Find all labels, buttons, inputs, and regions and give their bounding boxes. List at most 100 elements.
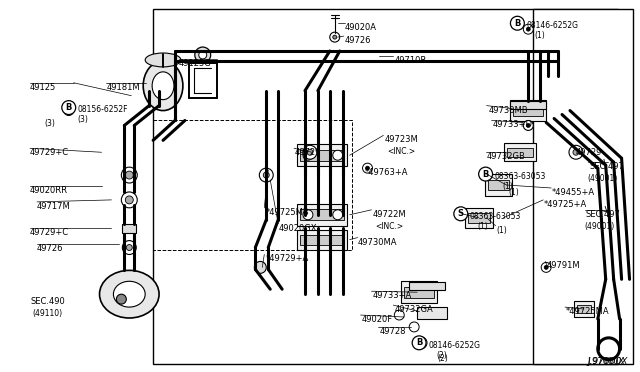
Text: (1): (1) bbox=[534, 31, 545, 40]
Bar bbox=[300, 150, 344, 161]
Circle shape bbox=[454, 207, 468, 221]
Text: 08363-63053: 08363-63053 bbox=[495, 172, 546, 181]
Circle shape bbox=[122, 241, 136, 254]
Text: (1): (1) bbox=[497, 226, 508, 235]
Text: 49125: 49125 bbox=[30, 83, 56, 92]
Bar bbox=[300, 209, 344, 220]
Text: 49722M: 49722M bbox=[372, 210, 406, 219]
Text: 08363-63053: 08363-63053 bbox=[470, 212, 521, 221]
Text: SEC.490: SEC.490 bbox=[30, 297, 65, 306]
Text: 08146-6252G: 08146-6252G bbox=[526, 21, 579, 30]
Circle shape bbox=[303, 145, 317, 159]
Text: (49001): (49001) bbox=[588, 174, 618, 183]
Text: (2): (2) bbox=[436, 351, 447, 360]
Circle shape bbox=[541, 262, 551, 272]
Text: SEC.497: SEC.497 bbox=[590, 162, 625, 171]
Circle shape bbox=[263, 172, 269, 178]
Circle shape bbox=[116, 294, 126, 304]
Text: 49730MA: 49730MA bbox=[358, 238, 397, 247]
Text: (49110): (49110) bbox=[32, 309, 62, 318]
Circle shape bbox=[333, 210, 342, 220]
Bar bbox=[504, 143, 536, 161]
Text: J.97000X: J.97000X bbox=[588, 357, 625, 366]
Circle shape bbox=[412, 336, 426, 350]
Text: 08156-6252F: 08156-6252F bbox=[77, 105, 128, 113]
Bar bbox=[508, 148, 533, 157]
Circle shape bbox=[524, 24, 533, 34]
Circle shape bbox=[526, 27, 531, 31]
Circle shape bbox=[303, 150, 313, 160]
Text: 49729+C: 49729+C bbox=[30, 148, 69, 157]
Text: (1): (1) bbox=[477, 222, 488, 231]
Circle shape bbox=[303, 210, 313, 220]
Text: B: B bbox=[483, 170, 489, 179]
Bar bbox=[409, 282, 445, 290]
Text: *49725MB: *49725MB bbox=[265, 208, 309, 217]
Text: (1): (1) bbox=[508, 188, 519, 197]
Bar bbox=[488, 180, 509, 190]
Circle shape bbox=[195, 47, 211, 63]
Bar bbox=[468, 213, 490, 223]
Text: <INC.>: <INC.> bbox=[376, 222, 404, 231]
Text: 49791M: 49791M bbox=[546, 262, 580, 270]
Text: 49728: 49728 bbox=[380, 327, 406, 336]
Circle shape bbox=[259, 168, 273, 182]
Text: *49763+A: *49763+A bbox=[365, 168, 408, 177]
Bar bbox=[577, 305, 591, 313]
Text: <INC.>: <INC.> bbox=[387, 147, 415, 156]
Text: 49125G: 49125G bbox=[179, 59, 212, 68]
Text: *49725+A: *49725+A bbox=[544, 200, 588, 209]
Text: B: B bbox=[416, 338, 422, 347]
Text: *49725MA: *49725MA bbox=[566, 307, 610, 316]
Text: S: S bbox=[458, 209, 464, 218]
Circle shape bbox=[598, 338, 620, 360]
Circle shape bbox=[122, 192, 137, 208]
Circle shape bbox=[526, 124, 531, 128]
Circle shape bbox=[62, 101, 76, 115]
Bar bbox=[401, 281, 437, 303]
Circle shape bbox=[511, 16, 524, 30]
Text: 49733+A: 49733+A bbox=[372, 291, 412, 300]
Ellipse shape bbox=[100, 270, 159, 318]
Circle shape bbox=[394, 310, 404, 320]
Ellipse shape bbox=[113, 281, 145, 307]
Text: 49020RR: 49020RR bbox=[30, 186, 68, 195]
Text: 08146-6252G: 08146-6252G bbox=[428, 341, 480, 350]
Bar bbox=[404, 287, 434, 298]
Circle shape bbox=[122, 167, 137, 183]
Bar bbox=[300, 235, 344, 244]
Circle shape bbox=[409, 322, 419, 332]
Ellipse shape bbox=[145, 53, 181, 67]
Text: (49001): (49001) bbox=[584, 222, 614, 231]
Circle shape bbox=[524, 121, 533, 131]
Text: *49729+A: *49729+A bbox=[265, 254, 308, 263]
Text: (2): (2) bbox=[437, 354, 448, 363]
Circle shape bbox=[67, 109, 71, 113]
Bar bbox=[511, 100, 546, 122]
Text: 49726: 49726 bbox=[37, 244, 63, 253]
Text: B: B bbox=[514, 19, 520, 28]
Text: 49726: 49726 bbox=[345, 36, 371, 45]
Text: 49732GB: 49732GB bbox=[486, 152, 525, 161]
Circle shape bbox=[569, 145, 583, 159]
Text: 49733+D: 49733+D bbox=[493, 121, 532, 129]
Text: SEC.497: SEC.497 bbox=[586, 210, 621, 219]
Ellipse shape bbox=[143, 61, 183, 110]
Bar bbox=[153, 9, 618, 364]
Bar bbox=[297, 230, 347, 250]
Text: 49020F: 49020F bbox=[362, 315, 393, 324]
Circle shape bbox=[365, 166, 369, 170]
Circle shape bbox=[125, 196, 133, 204]
Circle shape bbox=[333, 150, 342, 160]
Circle shape bbox=[573, 149, 579, 155]
Circle shape bbox=[64, 106, 74, 116]
Text: 49717M: 49717M bbox=[37, 202, 71, 211]
Circle shape bbox=[419, 340, 424, 345]
Circle shape bbox=[199, 51, 207, 59]
Circle shape bbox=[333, 35, 337, 39]
Bar bbox=[417, 307, 447, 319]
Bar bbox=[511, 101, 546, 109]
Circle shape bbox=[126, 244, 132, 250]
Text: 49020A: 49020A bbox=[345, 23, 377, 32]
Bar bbox=[533, 9, 632, 364]
